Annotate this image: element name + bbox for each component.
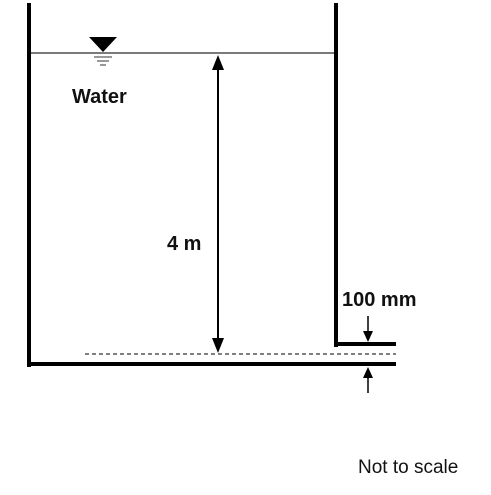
gap-arrow-down-icon [363,331,373,342]
scale-note: Not to scale [358,457,458,478]
head-arrow-top-icon [212,55,224,70]
gap-dimension [363,316,373,393]
gap-arrow-up-icon [363,367,373,378]
depth-label: 4 m [167,233,201,255]
gap-label: 100 mm [342,289,417,311]
free-surface-triangle-icon [89,37,117,66]
head-arrow-bottom-icon [212,338,224,353]
fluid-label: Water [72,86,127,108]
head-dimension [212,55,224,353]
